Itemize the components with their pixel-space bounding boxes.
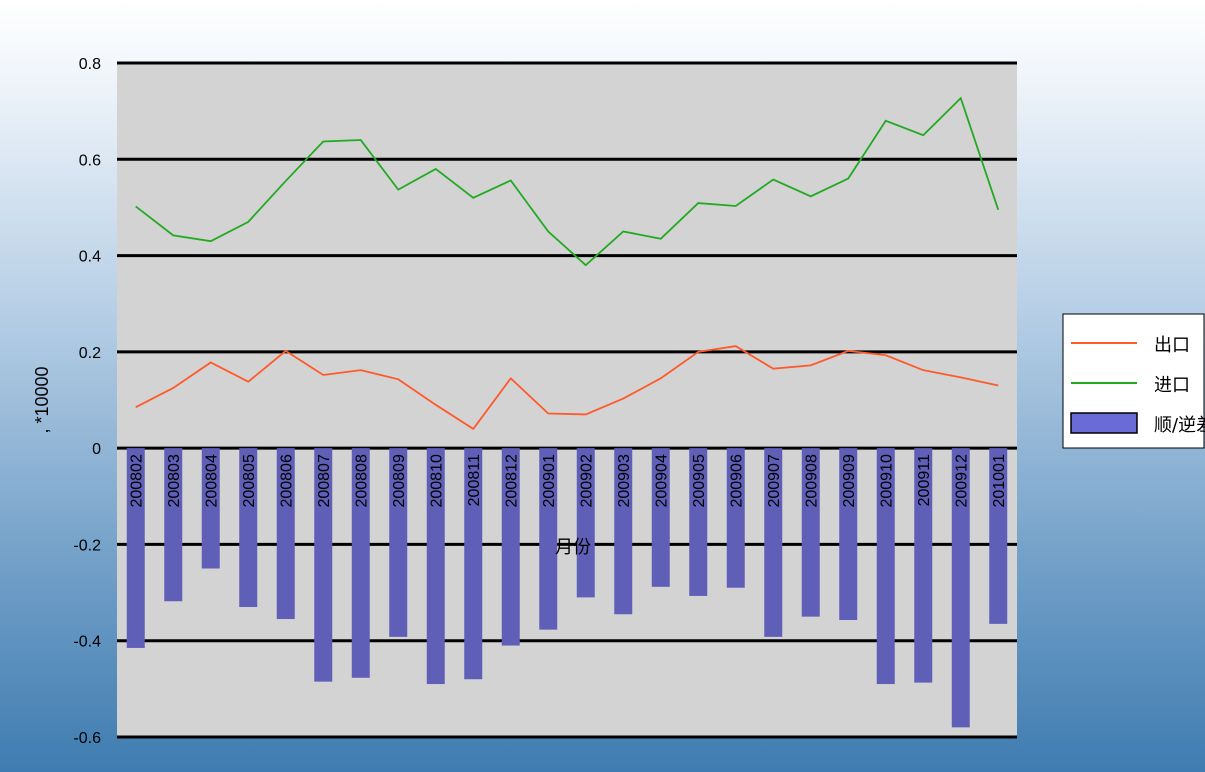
- x-category-label: 200802: [129, 454, 146, 507]
- bar: [914, 448, 933, 683]
- bar: [351, 448, 370, 678]
- bar: [501, 448, 520, 646]
- bar: [164, 448, 183, 602]
- x-category-label: 200806: [279, 454, 296, 507]
- bar: [801, 448, 820, 617]
- bar: [614, 448, 633, 615]
- x-category-label: 200804: [204, 454, 221, 507]
- legend-swatch-balance: [1070, 412, 1138, 434]
- bar: [876, 448, 895, 685]
- bars: [126, 448, 1008, 728]
- series-line-export: [135, 345, 999, 431]
- x-category-label: 200807: [316, 454, 333, 507]
- y-tick-label: -0.6: [73, 730, 101, 747]
- x-category-label: 200810: [429, 454, 446, 507]
- legend: 出口 进口 顺/逆差: [1062, 313, 1205, 449]
- legend-label-import: 进口: [1154, 375, 1190, 396]
- x-category-label: 201001: [991, 454, 1008, 507]
- legend-label-balance: 顺/逆差: [1154, 415, 1205, 436]
- gridlines: [117, 61, 1017, 739]
- bar: [426, 448, 445, 685]
- bar: [539, 448, 558, 630]
- x-category-label: 200803: [166, 454, 183, 507]
- bar: [201, 448, 220, 569]
- x-category-label: 200912: [954, 454, 971, 507]
- bar: [314, 448, 333, 682]
- bar: [576, 448, 595, 598]
- x-category-label: 200904: [654, 454, 671, 507]
- x-category-label: 200805: [241, 454, 258, 507]
- x-category-label: 200908: [804, 454, 821, 507]
- x-category-label: 200811: [466, 454, 483, 506]
- x-category-label: 200910: [879, 454, 896, 507]
- bar: [389, 448, 408, 637]
- y-axis-title: , *10000: [32, 366, 52, 433]
- y-tick-label: 0.4: [79, 249, 101, 266]
- y-tick-labels: -0.6 -0.4 -0.2 0 0.2 0.4 0.6 0.8: [73, 56, 101, 747]
- bar: [989, 448, 1008, 624]
- legend-label-export: 出口: [1154, 335, 1190, 356]
- bar: [651, 448, 670, 587]
- y-tick-label: 0.2: [79, 345, 101, 362]
- y-tick-label: -0.4: [73, 634, 101, 651]
- plot-area: [117, 63, 1017, 737]
- x-category-label: 200901: [541, 454, 558, 507]
- bar: [126, 448, 145, 648]
- series-line-import: [135, 96, 1000, 267]
- y-tick-label: 0.8: [79, 56, 101, 73]
- bar: [839, 448, 858, 621]
- x-category-label: 200909: [841, 454, 858, 507]
- x-category-labels: 200802 200803 200804 200805 200806 200807 2008…: [129, 454, 1009, 507]
- x-category-label: 200809: [391, 454, 408, 507]
- bar: [726, 448, 745, 588]
- x-category-label: 200905: [691, 454, 708, 507]
- x-category-label: 200812: [504, 454, 521, 507]
- x-category-label: 200808: [354, 454, 371, 507]
- bar: [764, 448, 783, 637]
- bar: [951, 448, 970, 728]
- lines: [135, 96, 1000, 431]
- bar: [239, 448, 258, 608]
- x-category-label: 200903: [616, 454, 633, 507]
- bar: [689, 448, 708, 596]
- y-tick-label: -0.2: [73, 537, 101, 554]
- x-axis-title: 月份: [555, 537, 591, 557]
- y-tick-label: 0: [92, 441, 101, 458]
- bar: [276, 448, 295, 620]
- x-category-label: 200907: [766, 454, 783, 507]
- x-category-label: 200902: [579, 454, 596, 507]
- x-category-label: 200911: [916, 454, 933, 506]
- bar: [464, 448, 483, 680]
- x-category-label: 200906: [729, 454, 746, 507]
- y-tick-label: 0.6: [79, 152, 101, 169]
